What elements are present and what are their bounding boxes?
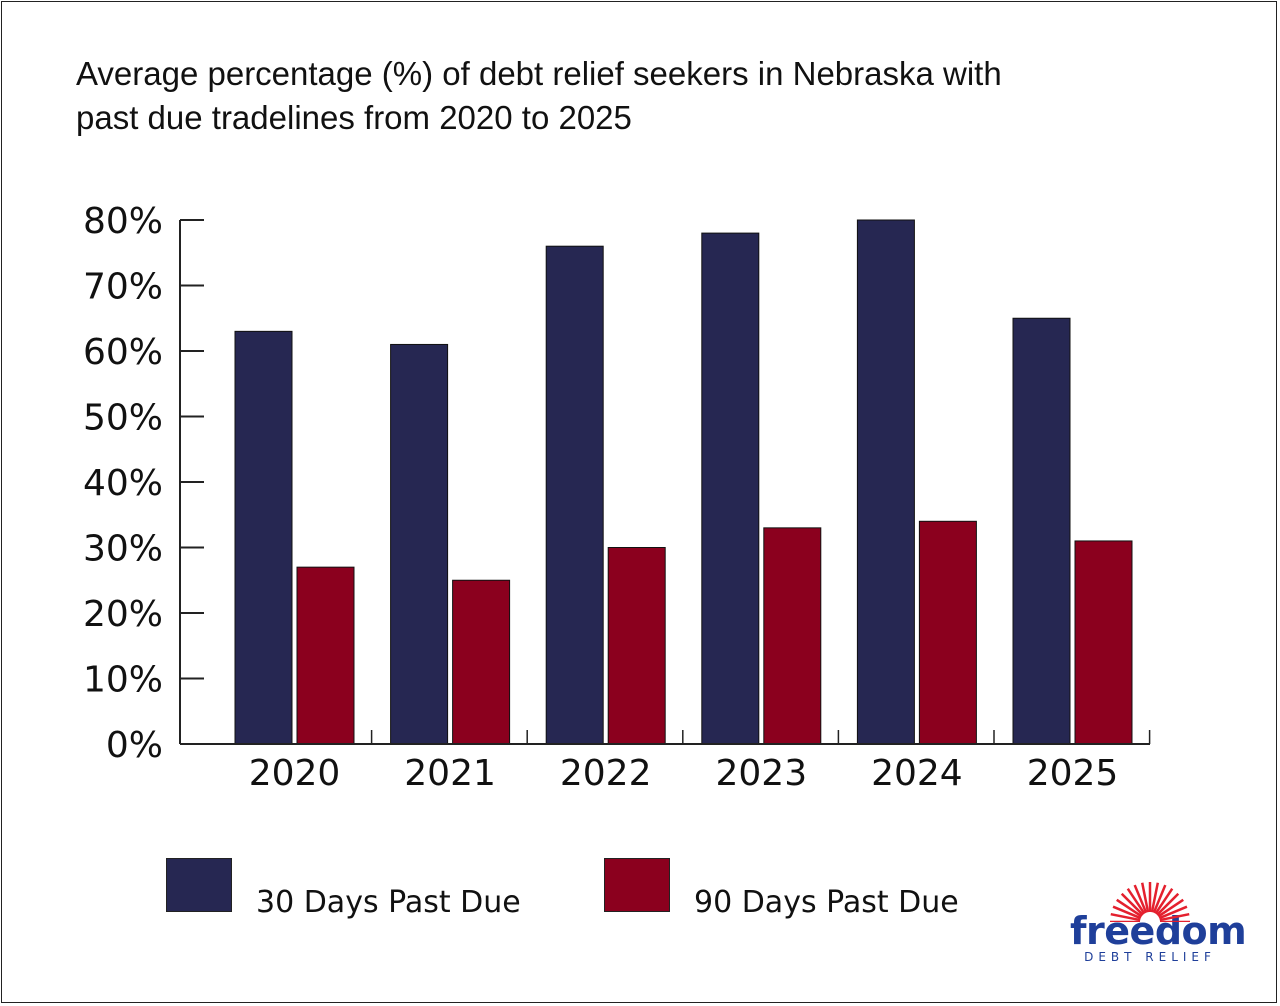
sunburst-ray <box>1110 912 1141 922</box>
bar-90-days-2022 <box>607 547 666 745</box>
sunburst-ray <box>1156 892 1180 916</box>
x-tick-label-2023: 2023 <box>715 753 807 794</box>
y-tick-label: 60% <box>83 332 163 373</box>
bar-90-days-2025 <box>1074 540 1133 745</box>
y-tick-label: 80% <box>83 201 163 242</box>
y-tick-label: 30% <box>83 529 163 570</box>
x-tick-label-2025: 2025 <box>1027 753 1119 794</box>
sunburst-ray <box>1120 892 1144 916</box>
x-tick-label-2024: 2024 <box>871 753 963 794</box>
sunburst-ray <box>1116 898 1143 918</box>
sunburst-ray <box>1150 882 1160 913</box>
sunburst-icon <box>1110 882 1190 922</box>
legend-label-90-days: 90 Days Past Due <box>694 885 959 920</box>
bar-30-days-2020 <box>234 330 293 745</box>
chart-title-line-1: Average percentage (%) of debt relief se… <box>76 55 1002 92</box>
y-tick-label: 10% <box>83 660 163 701</box>
freedom-debt-relief-logo: freedom DEBT RELIEF <box>1070 878 1247 968</box>
bar-90-days-2024 <box>918 520 977 745</box>
y-tick-label: 20% <box>83 594 163 635</box>
y-tick-label: 0% <box>106 725 163 766</box>
chart-title-line-2: past due tradelines from 2020 to 2025 <box>76 99 632 136</box>
sunburst-ray <box>1133 884 1148 914</box>
y-tick-label: 50% <box>83 398 163 439</box>
y-tick-label: 70% <box>83 267 163 308</box>
sunburst-ray <box>1158 905 1188 920</box>
chart-title: Average percentage (%) of debt relief se… <box>76 52 1196 140</box>
sunburst-ray <box>1154 888 1174 915</box>
sunburst-ray <box>1157 898 1184 918</box>
sunburst-ray <box>1140 882 1150 913</box>
legend-label-30-days: 30 Days Past Due <box>256 885 521 920</box>
bar-30-days-2022 <box>545 245 604 745</box>
logo-wordmark: freedom <box>1070 909 1247 953</box>
bar-90-days-2023 <box>763 527 822 745</box>
logo-subtitle: DEBT RELIEF <box>1084 950 1216 964</box>
bar-90-days-2021 <box>452 579 511 745</box>
legend-item-90-days: 90 Days Past Due <box>604 858 959 918</box>
bar-30-days-2021 <box>390 343 449 745</box>
x-tick-label-2022: 2022 <box>560 753 652 794</box>
sunburst-ray <box>1112 905 1142 920</box>
legend-swatch-90-days <box>604 858 670 912</box>
legend-item-30-days: 30 Days Past Due <box>166 858 521 918</box>
x-tick-label-2021: 2021 <box>404 753 496 794</box>
sunburst-ray <box>1126 888 1146 915</box>
bar-30-days-2023 <box>701 232 760 745</box>
legend-swatch-30-days <box>166 858 232 912</box>
bar-30-days-2024 <box>856 219 915 745</box>
bar-90-days-2020 <box>296 566 355 745</box>
sunburst-ray <box>1152 884 1167 914</box>
x-tick-label-2020: 2020 <box>249 753 341 794</box>
bar-30-days-2025 <box>1012 317 1071 745</box>
sunburst-ray <box>1159 912 1190 922</box>
y-tick-label: 40% <box>83 463 163 504</box>
